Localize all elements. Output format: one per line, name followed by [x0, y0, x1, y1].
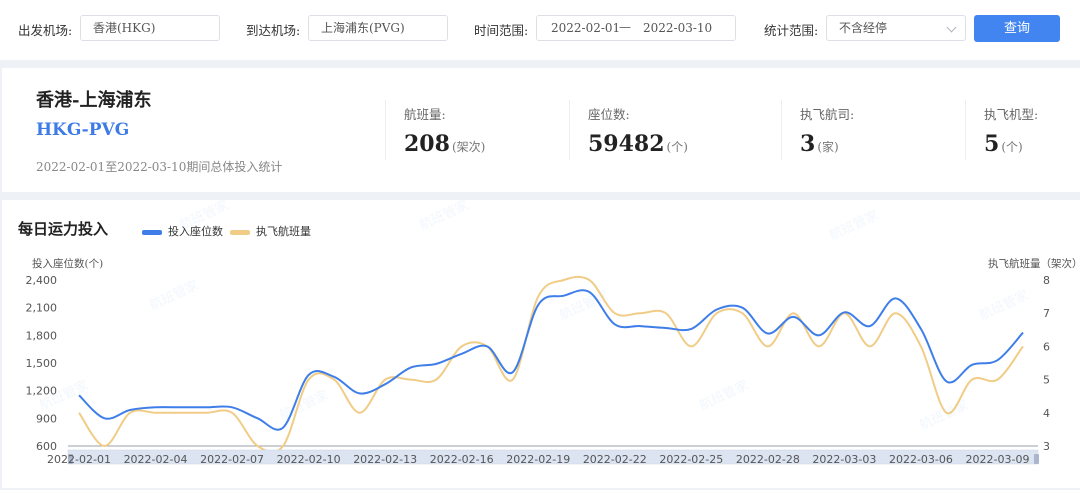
- watermark-text: 航班管家: [977, 287, 1031, 323]
- y-left-tick-label: 2,400: [26, 274, 58, 287]
- watermark-text: 航班管家: [697, 377, 751, 413]
- query-button[interactable]: 查询: [974, 15, 1060, 42]
- x-tick-label: 2022-02-07: [200, 453, 264, 466]
- watermark-text: 航班管家: [557, 287, 611, 323]
- series-line-flights: [78, 275, 1024, 454]
- bottom-strip: [0, 490, 1080, 494]
- x-tick-label: 2022-03-03: [812, 453, 876, 466]
- stat-unit: (个): [1001, 140, 1023, 154]
- stat-value: 3: [800, 131, 816, 157]
- watermark-text: 航班管家: [277, 387, 331, 423]
- x-tick-label: 2022-02-25: [659, 453, 723, 466]
- series-line-seats: [78, 289, 1024, 431]
- x-tick-label: 2022-02-04: [124, 453, 188, 466]
- x-tick-label: 2022-02-22: [583, 453, 647, 466]
- y-right-axis-title: 执飞航班量（架次）: [988, 258, 1080, 270]
- y-left-axis-title: 投入座位数(个): [32, 258, 104, 270]
- legend-item-flights[interactable]: 执飞航班量: [230, 223, 311, 239]
- legend-item-seats[interactable]: 投入座位数: [142, 223, 223, 239]
- stat-label: 执飞航司:: [800, 107, 855, 122]
- chart-card: 每日运力投入 投入座位数 执飞航班量 投入座位数(个) 执飞航班量（架次） 航班…: [2, 200, 1080, 488]
- y-right-tick-label: 4: [1043, 407, 1050, 420]
- y-left-tick-label: 900: [36, 412, 57, 425]
- slider-handle-right: [1034, 454, 1039, 464]
- stat-seats: 座位数: 59482 (个): [569, 100, 688, 160]
- stat-flights: 航班量: 208 (架次): [385, 100, 485, 160]
- series-lines: [78, 275, 1024, 454]
- zoom-slider: [67, 449, 1039, 465]
- stat-unit: (架次): [451, 140, 486, 154]
- summary-card: 香港-上海浦东 HKG-PVG 2022-02-01至2022-03-10期间总…: [2, 68, 1080, 192]
- stat-label: 座位数:: [588, 107, 630, 122]
- y-right-tick-label: 3: [1043, 440, 1050, 453]
- arrival-value: 上海浦东(PVG): [321, 21, 405, 35]
- date-range-picker[interactable]: 2022-02-01 — 2022-03-10: [536, 15, 736, 41]
- legend-swatch: [230, 229, 250, 235]
- y-right-tick-label: 7: [1043, 307, 1050, 320]
- slider-selection: [68, 450, 1038, 464]
- departure-label: 出发机场:: [18, 23, 73, 38]
- stat-aircraft-types: 执飞机型: 5 (个): [965, 100, 1038, 160]
- scope-label: 统计范围:: [764, 23, 819, 38]
- arrival-airport-input[interactable]: 上海浦东(PVG): [308, 15, 448, 41]
- legend-label: 投入座位数: [168, 225, 223, 238]
- watermark-text: 航班管家: [917, 397, 971, 433]
- x-tick-label: 2022-02-01: [47, 453, 111, 466]
- scope-select[interactable]: 不含经停: [826, 15, 966, 41]
- y-right-tick-label: 5: [1043, 374, 1050, 387]
- y-left-tick-label: 600: [36, 440, 57, 453]
- y-left-tick-label: 1,500: [26, 357, 58, 370]
- route-title: 香港-上海浦东: [36, 90, 152, 111]
- date-separator: —: [619, 20, 631, 34]
- legend-label: 执飞航班量: [256, 225, 311, 238]
- stat-label: 执飞机型:: [984, 107, 1039, 122]
- x-axis: 2022-02-01 2022-02-04 2022-02-07 2022-02-10…: [47, 453, 1029, 466]
- date-start[interactable]: 2022-02-01: [551, 21, 621, 35]
- watermark-text: 航班管家: [177, 200, 231, 234]
- departure-value: 香港(HKG): [93, 21, 156, 35]
- watermark-text: 航班管家: [827, 207, 881, 243]
- stat-label: 航班量:: [404, 107, 446, 122]
- y-left-tick-label: 2,100: [26, 302, 58, 315]
- y-left-tick-label: 1,800: [26, 329, 58, 342]
- y-right-tick-label: 6: [1043, 340, 1050, 353]
- stat-value: 59482: [588, 131, 665, 157]
- departure-airport-input[interactable]: 香港(HKG): [80, 15, 220, 41]
- y-left-axis: 600 900 1,200 1,500 1,800 2,100 2,400: [26, 274, 58, 453]
- y-right-axis: 3 4 5 6 7 8: [1043, 274, 1050, 453]
- arrival-label: 到达机场:: [246, 23, 301, 38]
- stat-value: 5: [984, 131, 1000, 157]
- x-tick-label: 2022-03-06: [889, 453, 953, 466]
- time-range-label: 时间范围:: [474, 23, 529, 38]
- filter-bar: 出发机场: 香港(HKG) 到达机场: 上海浦东(PVG) 时间范围: 2022…: [0, 0, 1080, 60]
- x-tick-label: 2022-03-09: [966, 453, 1030, 466]
- y-left-tick-label: 1,200: [26, 385, 58, 398]
- stat-unit: (家): [817, 140, 839, 154]
- x-tick-label: 2022-02-16: [430, 453, 494, 466]
- watermark-text: 航班管家: [147, 277, 201, 313]
- stat-value: 208: [404, 131, 450, 157]
- watermark-text: 航班管家: [417, 200, 471, 234]
- date-end[interactable]: 2022-03-10: [643, 21, 713, 35]
- x-tick-label: 2022-02-13: [353, 453, 417, 466]
- stat-airlines: 执飞航司: 3 (家): [781, 100, 854, 160]
- chevron-down-icon: [946, 22, 957, 33]
- legend-swatch: [142, 229, 162, 235]
- scope-value: 不含经停: [839, 21, 888, 35]
- chart-title: 每日运力投入: [18, 220, 109, 238]
- x-tick-label: 2022-02-19: [506, 453, 570, 466]
- route-code: HKG-PVG: [36, 120, 130, 140]
- x-tick-label: 2022-02-28: [736, 453, 800, 466]
- x-tick-label: 2022-02-10: [277, 453, 341, 466]
- stat-unit: (个): [666, 140, 688, 154]
- y-right-tick-label: 8: [1043, 274, 1050, 287]
- period-text: 2022-02-01至2022-03-10期间总体投入统计: [36, 160, 283, 174]
- slider-handle-left: [68, 454, 73, 464]
